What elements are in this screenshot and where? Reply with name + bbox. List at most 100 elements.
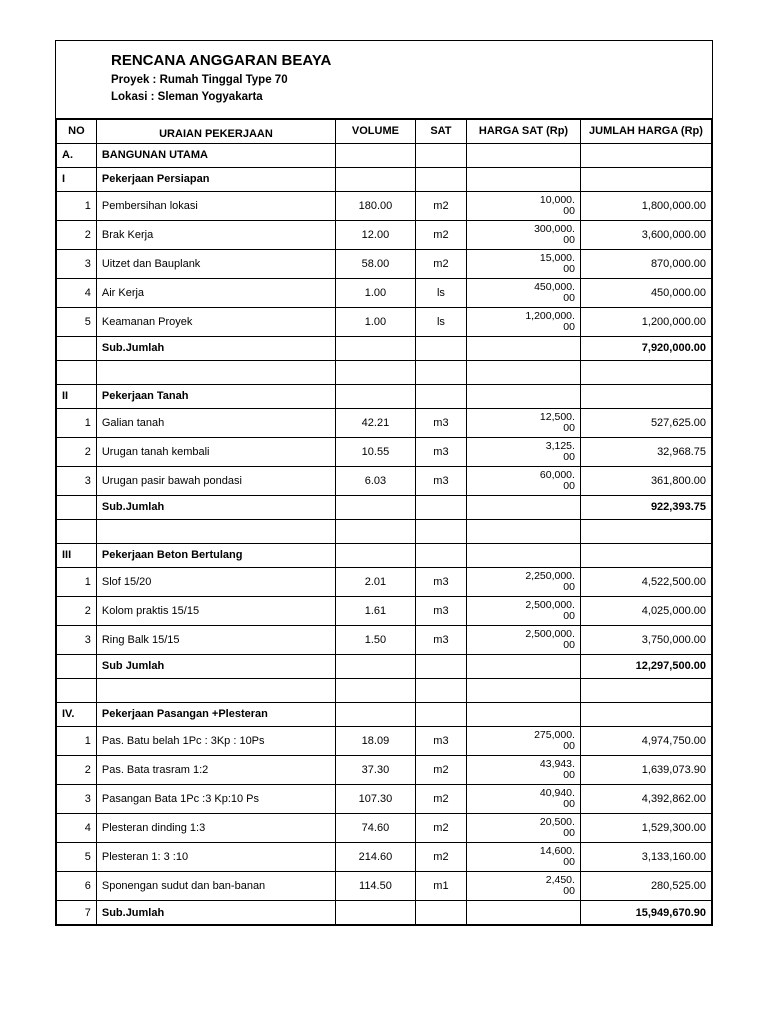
sub-no xyxy=(57,336,97,360)
cell xyxy=(467,384,581,408)
row-harga: 15,000.00 xyxy=(467,249,581,278)
cell xyxy=(415,360,466,384)
row-harga: 2,500,000.00 xyxy=(467,625,581,654)
row-no: 2 xyxy=(57,596,97,625)
group-label: Pekerjaan Tanah xyxy=(96,384,335,408)
row-desc: Plesteran dinding 1:3 xyxy=(96,813,335,842)
row-desc: Galian tanah xyxy=(96,408,335,437)
row-harga: 450,000.00 xyxy=(467,278,581,307)
cell xyxy=(580,678,711,702)
cell xyxy=(467,543,581,567)
cell xyxy=(96,360,335,384)
col-no: NO xyxy=(57,119,97,143)
row-no: 2 xyxy=(57,755,97,784)
row-jumlah: 1,200,000.00 xyxy=(580,307,711,336)
col-uraian: URAIAN PEKERJAAN xyxy=(96,119,335,143)
col-harga: HARGA SAT (Rp) xyxy=(467,119,581,143)
cell xyxy=(580,702,711,726)
row-jumlah: 280,525.00 xyxy=(580,872,711,901)
row-sat: m3 xyxy=(415,408,466,437)
sub-total: 922,393.75 xyxy=(580,495,711,519)
row-no: 3 xyxy=(57,784,97,813)
row-desc: Slof 15/20 xyxy=(96,567,335,596)
row-harga: 12,500.00 xyxy=(467,408,581,437)
cell xyxy=(415,384,466,408)
row-sat: m2 xyxy=(415,813,466,842)
group-no: I xyxy=(57,167,97,191)
row-desc: Urugan pasir bawah pondasi xyxy=(96,466,335,495)
row-no: 5 xyxy=(57,842,97,871)
header-table: RENCANA ANGGARAN BEAYA Proyek : Rumah Ti… xyxy=(56,41,712,119)
cell xyxy=(580,519,711,543)
row-no: 3 xyxy=(57,249,97,278)
page-title: RENCANA ANGGARAN BEAYA xyxy=(111,52,707,69)
row-no: 6 xyxy=(57,872,97,901)
location-line: Lokasi : Sleman Yogyakarta xyxy=(111,89,707,106)
sub-label: Sub Jumlah xyxy=(96,654,335,678)
cell xyxy=(467,654,581,678)
row-jumlah: 4,025,000.00 xyxy=(580,596,711,625)
row-sat: ls xyxy=(415,307,466,336)
cell xyxy=(467,167,581,191)
cell xyxy=(580,360,711,384)
row-volume: 18.09 xyxy=(336,726,416,755)
cell xyxy=(415,543,466,567)
section-no: A. xyxy=(57,143,97,167)
row-sat: m3 xyxy=(415,437,466,466)
row-harga: 43,943.00 xyxy=(467,755,581,784)
row-desc: Pembersihan lokasi xyxy=(96,191,335,220)
row-sat: m3 xyxy=(415,567,466,596)
cell xyxy=(336,336,416,360)
row-sat: m2 xyxy=(415,249,466,278)
row-harga: 300,000.00 xyxy=(467,220,581,249)
row-volume: 2.01 xyxy=(336,567,416,596)
row-harga: 40,940.00 xyxy=(467,784,581,813)
cell xyxy=(336,901,416,925)
cell xyxy=(336,543,416,567)
row-jumlah: 32,968.75 xyxy=(580,437,711,466)
cell xyxy=(57,519,97,543)
row-volume: 214.60 xyxy=(336,842,416,871)
row-jumlah: 4,522,500.00 xyxy=(580,567,711,596)
row-desc: Ring Balk 15/15 xyxy=(96,625,335,654)
row-desc: Pasangan Bata 1Pc :3 Kp:10 Ps xyxy=(96,784,335,813)
row-desc: Pas. Bata trasram 1:2 xyxy=(96,755,335,784)
cell xyxy=(467,336,581,360)
cell xyxy=(415,901,466,925)
group-label: Pekerjaan Beton Bertulang xyxy=(96,543,335,567)
row-volume: 1.00 xyxy=(336,307,416,336)
row-jumlah: 1,800,000.00 xyxy=(580,191,711,220)
row-harga: 275,000.00 xyxy=(467,726,581,755)
row-harga: 3,125.00 xyxy=(467,437,581,466)
row-jumlah: 4,392,862.00 xyxy=(580,784,711,813)
row-harga: 14,600.00 xyxy=(467,842,581,871)
sub-label: Sub.Jumlah xyxy=(96,901,335,925)
table-head: NO URAIAN PEKERJAAN VOLUME SAT HARGA SAT… xyxy=(57,119,712,143)
row-no: 2 xyxy=(57,220,97,249)
row-volume: 37.30 xyxy=(336,755,416,784)
group-no: II xyxy=(57,384,97,408)
cell xyxy=(467,678,581,702)
row-desc: Keamanan Proyek xyxy=(96,307,335,336)
row-desc: Pas. Batu belah 1Pc : 3Kp : 10Ps xyxy=(96,726,335,755)
cell xyxy=(467,901,581,925)
row-desc: Uitzet dan Bauplank xyxy=(96,249,335,278)
cell xyxy=(336,495,416,519)
col-sat: SAT xyxy=(415,119,466,143)
col-jumlah: JUMLAH HARGA (Rp) xyxy=(580,119,711,143)
cell xyxy=(415,167,466,191)
row-jumlah: 3,750,000.00 xyxy=(580,625,711,654)
cell xyxy=(415,143,466,167)
row-jumlah: 527,625.00 xyxy=(580,408,711,437)
row-sat: m2 xyxy=(415,784,466,813)
cell xyxy=(336,360,416,384)
cell xyxy=(580,384,711,408)
row-sat: ls xyxy=(415,278,466,307)
cell xyxy=(467,360,581,384)
sub-total: 15,949,670.90 xyxy=(580,901,711,925)
cell xyxy=(415,336,466,360)
cell xyxy=(580,543,711,567)
row-sat: m3 xyxy=(415,625,466,654)
row-volume: 12.00 xyxy=(336,220,416,249)
row-harga: 60,000.00 xyxy=(467,466,581,495)
